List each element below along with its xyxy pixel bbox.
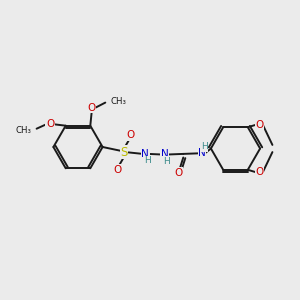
Text: CH₃: CH₃ <box>110 97 126 106</box>
Text: N: N <box>198 148 206 158</box>
Text: S: S <box>121 146 128 159</box>
Text: O: O <box>113 165 122 175</box>
Text: N: N <box>161 149 169 160</box>
Text: O: O <box>88 103 96 113</box>
Text: H: H <box>163 157 169 166</box>
Text: O: O <box>256 167 264 177</box>
Text: H: H <box>201 142 208 151</box>
Text: H: H <box>144 156 151 165</box>
Text: N: N <box>141 149 149 159</box>
Text: O: O <box>46 119 54 129</box>
Text: O: O <box>175 168 183 178</box>
Text: O: O <box>256 120 264 130</box>
Text: CH₃: CH₃ <box>16 126 32 135</box>
Text: O: O <box>127 130 135 140</box>
